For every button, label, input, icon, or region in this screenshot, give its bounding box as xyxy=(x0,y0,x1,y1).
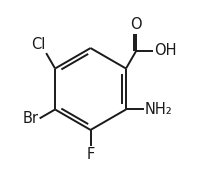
Text: OH: OH xyxy=(154,43,177,58)
Text: F: F xyxy=(86,147,95,162)
Text: Cl: Cl xyxy=(31,37,45,52)
Text: NH₂: NH₂ xyxy=(145,102,172,117)
Text: O: O xyxy=(130,17,142,32)
Text: Br: Br xyxy=(23,111,39,126)
